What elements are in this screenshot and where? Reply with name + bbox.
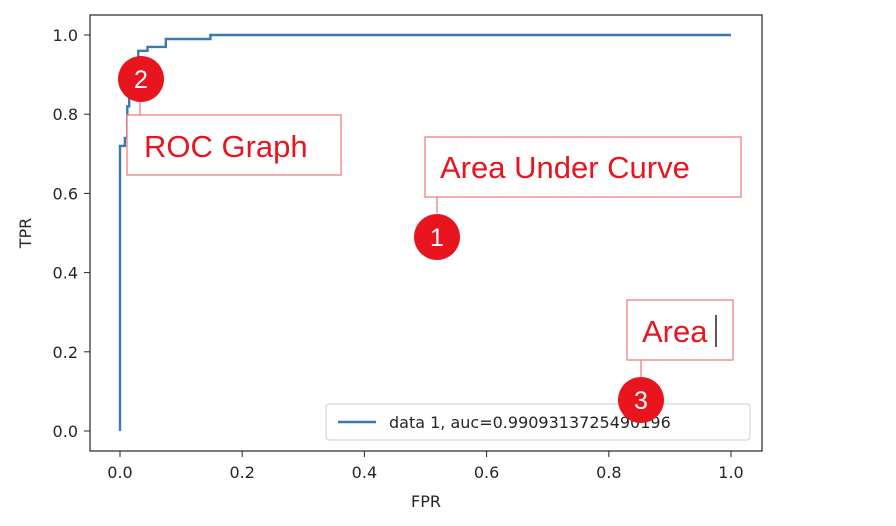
x-tick-label: 0.0	[107, 463, 132, 482]
x-tick-label: 1.0	[718, 463, 743, 482]
annotation-area-label[interactable]: Area	[642, 314, 708, 349]
y-tick-label: 0.8	[53, 105, 78, 124]
y-axis-ticks: 0.0 0.2 0.4 0.6 0.8 1.0	[53, 26, 90, 441]
x-tick-label: 0.2	[229, 463, 254, 482]
y-tick-label: 1.0	[53, 26, 78, 45]
annotation-badge-1-number: 1	[430, 224, 444, 252]
annotation-badge-1	[414, 214, 460, 260]
x-tick-label: 0.6	[474, 463, 499, 482]
annotation-area-box	[626, 299, 734, 361]
x-tick-label: 0.4	[352, 463, 377, 482]
annotation-roc-graph[interactable]: ROC Graph 2	[118, 56, 342, 176]
annotation-auc-box	[424, 136, 742, 198]
annotation-roc-graph-box	[126, 114, 342, 176]
x-axis-label: FPR	[411, 492, 441, 511]
legend: data 1, auc=0.9909313725490196	[325, 403, 751, 441]
x-axis-ticks: 0.0 0.2 0.4 0.6 0.8 1.0	[107, 451, 744, 482]
annotation-badge-2	[118, 56, 164, 102]
annotation-roc-graph-label: ROC Graph	[144, 129, 308, 164]
y-tick-label: 0.0	[53, 422, 78, 441]
annotation-badge-3-number: 3	[634, 387, 648, 415]
annotation-area-under-curve[interactable]: Area Under Curve 1	[414, 136, 742, 260]
annotation-area[interactable]: Area 3	[618, 299, 734, 423]
annotation-auc-label: Area Under Curve	[440, 150, 690, 185]
x-tick-label: 0.8	[596, 463, 621, 482]
annotation-badge-2-number: 2	[134, 66, 148, 94]
y-tick-label: 0.2	[53, 343, 78, 362]
y-tick-label: 0.6	[53, 184, 78, 203]
y-axis-label: TPR	[16, 218, 35, 250]
y-tick-label: 0.4	[53, 264, 78, 283]
annotation-badge-3	[618, 377, 664, 423]
legend-entry: data 1, auc=0.9909313725490196	[389, 413, 671, 432]
